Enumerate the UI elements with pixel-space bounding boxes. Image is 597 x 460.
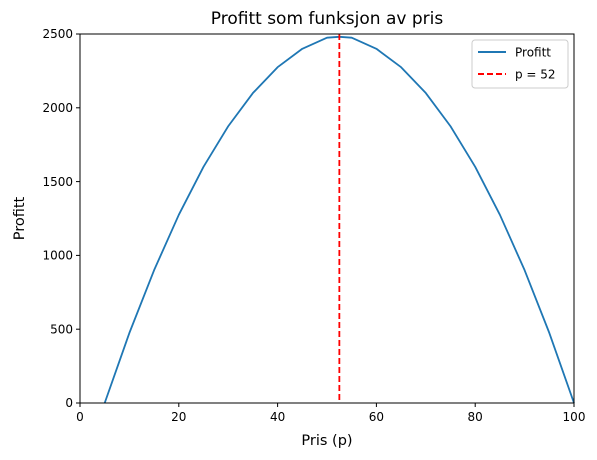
- x-tick-label: 40: [270, 410, 285, 424]
- y-tick-label: 1500: [42, 175, 73, 189]
- axes-frame: [79, 33, 575, 404]
- legend: Profitt p = 52: [471, 39, 569, 89]
- plot-area: [103, 34, 575, 404]
- x-tick-label: 80: [468, 410, 483, 424]
- y-axis-label: Profitt: [12, 196, 28, 240]
- x-tick-label: 0: [76, 410, 84, 424]
- chart-title: Profitt som funksjon av pris: [211, 9, 444, 29]
- legend-label-profitt: Profitt: [515, 46, 551, 60]
- y-tick-label: 0: [65, 396, 73, 410]
- x-tick-label: 100: [563, 410, 586, 424]
- x-axis-label: Pris (p): [301, 433, 352, 449]
- y-tick-label: 2000: [42, 101, 73, 115]
- y-tick-label: 500: [50, 322, 73, 336]
- y-tick-label: 2500: [42, 27, 73, 41]
- legend-label-p52: p = 52: [515, 68, 556, 82]
- x-tick-label: 60: [369, 410, 384, 424]
- y-tick-label: 1000: [42, 249, 73, 263]
- x-tick-label: 20: [171, 410, 186, 424]
